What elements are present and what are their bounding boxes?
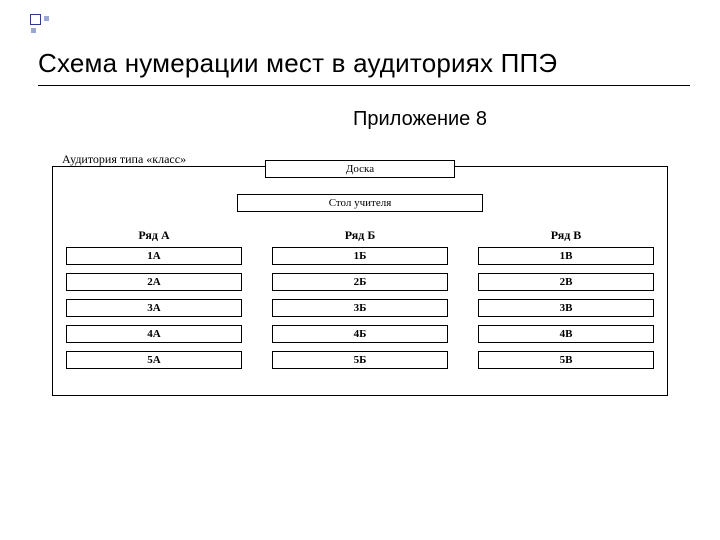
title-underline (38, 85, 690, 86)
board-box: Доска (265, 160, 455, 178)
seat-cell: 2Б (272, 273, 448, 291)
seating-grid: Ряд А Ряд Б Ряд В 1А 1Б 1В 2А 2Б 2В 3А 3… (52, 228, 668, 377)
seat-row: 4А 4Б 4В (52, 325, 668, 343)
seat-cell: 2А (66, 273, 242, 291)
seat-cell: 3А (66, 299, 242, 317)
seat-row: 1А 1Б 1В (52, 247, 668, 265)
teacher-desk-box: Стол учителя (237, 194, 483, 212)
seat-row: 5А 5Б 5В (52, 351, 668, 369)
seat-cell: 5В (478, 351, 654, 369)
seat-cell: 1В (478, 247, 654, 265)
appendix-label: Приложение 8 (0, 108, 720, 131)
seat-row: 3А 3Б 3В (52, 299, 668, 317)
seat-cell: 4Б (272, 325, 448, 343)
seat-cell: 3Б (272, 299, 448, 317)
seat-cell: 4А (66, 325, 242, 343)
seat-row: 2А 2Б 2В (52, 273, 668, 291)
title-area: Схема нумерации мест в аудиториях ППЭ (38, 48, 690, 86)
seat-cell: 5Б (272, 351, 448, 369)
seat-cell: 2В (478, 273, 654, 291)
seat-cell: 5А (66, 351, 242, 369)
seat-cell: 3В (478, 299, 654, 317)
column-header: Ряд В (478, 228, 654, 247)
column-headers: Ряд А Ряд Б Ряд В (52, 228, 668, 247)
column-header: Ряд Б (272, 228, 448, 247)
seat-cell: 4В (478, 325, 654, 343)
column-header: Ряд А (66, 228, 242, 247)
seat-cell: 1Б (272, 247, 448, 265)
classroom-type-label: Аудитория типа «класс» (62, 152, 186, 167)
page-title: Схема нумерации мест в аудиториях ППЭ (38, 48, 690, 79)
slide-bullet-decor (30, 14, 48, 32)
seat-cell: 1А (66, 247, 242, 265)
